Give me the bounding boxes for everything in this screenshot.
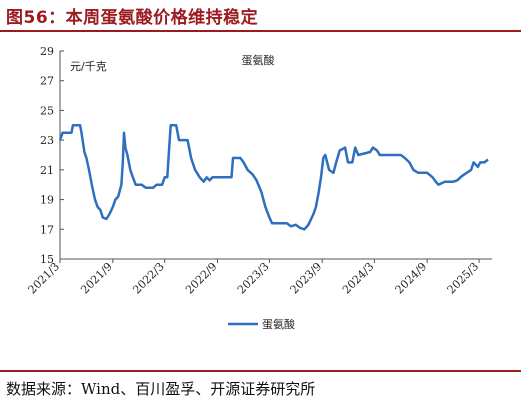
x-tick-label: 2022/3 bbox=[130, 260, 167, 297]
x-tick-label: 2023/9 bbox=[288, 260, 325, 297]
y-axis-ticks: 15 17 19 21 23 25 27 29 bbox=[40, 45, 64, 266]
x-tick-label: 2022/9 bbox=[183, 260, 220, 297]
chart-axes bbox=[59, 51, 492, 260]
x-axis-ticks: 2021/3 2021/9 2022/3 2022/9 2023/3 2023/9 2024… bbox=[26, 259, 482, 297]
legend-label: 蛋氨酸 bbox=[262, 317, 295, 331]
y-tick-label: 27 bbox=[40, 75, 54, 88]
x-tick-label: 2025/3 bbox=[445, 260, 482, 297]
y-tick-label: 15 bbox=[40, 253, 54, 266]
x-tick-label: 2023/3 bbox=[235, 260, 272, 297]
y-tick-label: 21 bbox=[40, 164, 54, 177]
title-underline bbox=[0, 30, 521, 32]
x-tick-label: 2021/9 bbox=[78, 260, 115, 297]
y-tick-label: 19 bbox=[40, 194, 54, 207]
y-axis-unit-label: 元/千克 bbox=[70, 60, 107, 73]
chart-title: 蛋氨酸 bbox=[242, 53, 275, 67]
figure-title: 图56：本周蛋氨酸价格维持稳定 bbox=[6, 8, 259, 28]
y-tick-label: 29 bbox=[40, 45, 54, 58]
x-tick-label: 2024/9 bbox=[393, 260, 430, 297]
x-tick-label: 2024/3 bbox=[340, 260, 377, 297]
y-tick-label: 25 bbox=[40, 104, 54, 117]
legend: 蛋氨酸 bbox=[228, 317, 295, 331]
footer-rule bbox=[0, 370, 521, 372]
series-line-methionine bbox=[58, 124, 489, 231]
y-tick-label: 17 bbox=[40, 223, 54, 236]
y-tick-label: 23 bbox=[40, 134, 54, 147]
source-note: 数据来源：Wind、百川盈孚、开源证券研究所 bbox=[6, 380, 316, 398]
